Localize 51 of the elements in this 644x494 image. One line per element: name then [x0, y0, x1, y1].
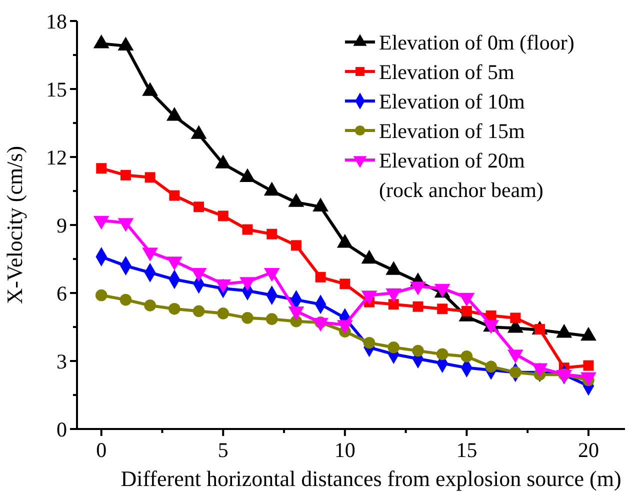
point	[144, 300, 156, 312]
point	[583, 360, 594, 371]
point	[218, 210, 228, 222]
point	[120, 170, 131, 180]
x-tick-label: 15	[456, 438, 478, 462]
point	[363, 336, 376, 349]
point	[242, 224, 253, 235]
point	[510, 312, 521, 324]
point	[460, 350, 473, 362]
point	[461, 306, 472, 316]
point	[485, 360, 497, 373]
point	[266, 228, 278, 240]
point	[266, 313, 278, 325]
point	[437, 304, 448, 314]
y-tick-label: 15	[46, 77, 67, 102]
point	[192, 305, 205, 318]
y-tick-label: 12	[46, 145, 67, 170]
legend-label: Elevation of 5m	[379, 60, 514, 84]
point	[242, 312, 254, 324]
y-tick-label: 3	[56, 349, 67, 374]
point	[436, 348, 448, 360]
point	[412, 301, 424, 312]
legend-label: Elevation of 20m (rock anchor beam)	[379, 148, 544, 202]
point	[95, 289, 108, 302]
point	[290, 240, 302, 251]
point	[217, 307, 230, 320]
legend-label: Elevation of 0m (floor)	[379, 30, 574, 54]
y-axis-title: X-Velocity (cm/s)	[2, 146, 27, 304]
point	[412, 344, 424, 357]
legend-label: Elevation of 15m	[379, 118, 525, 143]
point	[509, 366, 522, 378]
x-tick-label: 10	[334, 438, 356, 462]
point	[169, 190, 180, 201]
y-tick-label: 9	[56, 213, 67, 238]
point	[388, 341, 400, 354]
point	[315, 272, 326, 282]
point	[168, 302, 180, 315]
point	[144, 172, 156, 183]
point	[388, 299, 399, 310]
point	[340, 278, 350, 290]
legend-label: Elevation of 10m	[379, 89, 525, 114]
x-axis-title: Different horizontal distances from explosion source (m)	[120, 466, 622, 491]
y-tick-label: 0	[56, 417, 67, 442]
point	[96, 163, 107, 174]
x-tick-label: 0	[96, 438, 107, 462]
point	[120, 294, 132, 306]
x-tick-label: 20	[578, 438, 599, 462]
y-tick-label: 6	[56, 281, 67, 306]
x-tick-label: 5	[218, 438, 228, 462]
y-tick-label: 18	[46, 9, 67, 34]
point	[194, 202, 204, 212]
